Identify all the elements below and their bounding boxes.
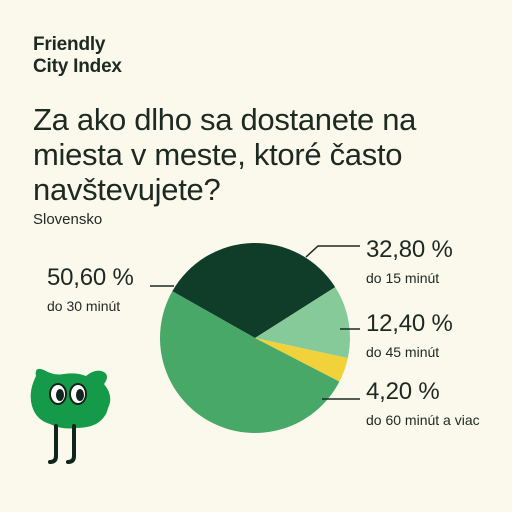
- brand-logo: Friendly City Index: [33, 34, 122, 78]
- pie-slice-45min: [255, 287, 351, 359]
- slice-label-15min: 32,80 % do 15 minút: [366, 236, 453, 288]
- slice-value-60min: 4,20 %: [366, 378, 440, 405]
- brand-line-2: City Index: [33, 56, 122, 77]
- slice-desc-45min: do 45 minút: [366, 344, 440, 360]
- slice-label-60min: 4,20 % do 60 minút a viac: [366, 378, 496, 430]
- brand-line-1: Friendly: [33, 34, 106, 55]
- slice-value-15min: 32,80 %: [366, 236, 453, 263]
- pie-slice-30min: [160, 291, 340, 433]
- slice-label-45min: 12,40 % do 45 minút: [366, 310, 453, 362]
- slice-desc-30min: do 30 minút: [47, 298, 121, 314]
- leader-line-15min: [305, 245, 360, 258]
- slice-value-45min: 12,40 %: [366, 310, 453, 337]
- slice-value-30min: 50,60 %: [47, 264, 134, 291]
- slice-label-30min: 50,60 % do 30 minút: [47, 264, 134, 316]
- slice-desc-15min: do 15 minút: [366, 270, 440, 286]
- pie-slice-15min: [172, 242, 336, 338]
- question-title: Za ako dlho sa dostanete na miesta v mes…: [33, 102, 417, 207]
- country-label: Slovensko: [33, 211, 103, 228]
- pie-slice-60min: [255, 338, 348, 382]
- mascot-character-icon: [30, 368, 111, 464]
- slice-desc-60min: do 60 minút a viac: [366, 412, 480, 428]
